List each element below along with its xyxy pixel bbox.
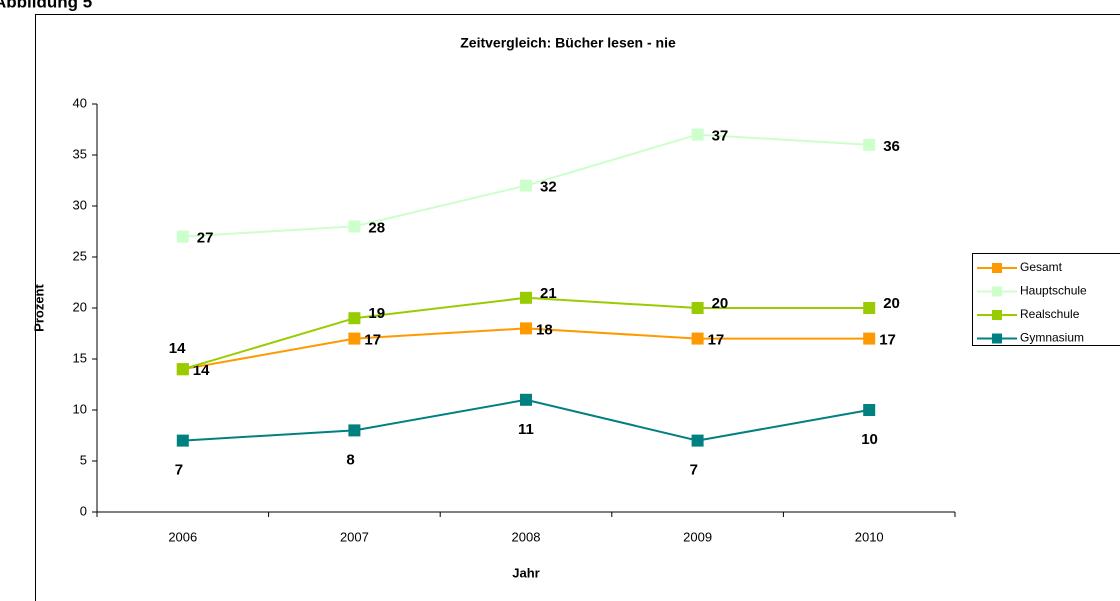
y-tick-label: 10 — [73, 401, 87, 416]
data-label: 27 — [197, 230, 214, 247]
data-point — [520, 291, 532, 304]
data-point — [520, 322, 532, 335]
data-label: 17 — [708, 332, 725, 349]
y-axis-label: Prozent — [31, 283, 46, 331]
data-label: 20 — [883, 295, 900, 312]
y-tick-label: 35 — [73, 146, 87, 161]
data-point — [863, 302, 876, 314]
x-tick-label: 2006 — [168, 529, 197, 544]
x-tick-label: 2010 — [855, 529, 884, 544]
data-point — [520, 393, 532, 406]
legend-label: Gymnasium — [1020, 331, 1084, 345]
data-label: 28 — [368, 219, 385, 236]
data-point — [863, 332, 876, 345]
data-label: 7 — [690, 462, 698, 479]
data-point — [691, 128, 704, 141]
legend-label: Realschule — [1020, 307, 1080, 321]
data-label: 32 — [540, 179, 557, 196]
legend-marker — [992, 286, 1002, 297]
data-label: 18 — [536, 321, 553, 338]
x-tick-label: 2007 — [340, 529, 369, 544]
data-label: 17 — [879, 332, 896, 349]
legend-marker — [992, 263, 1002, 273]
data-label: 17 — [364, 332, 381, 349]
y-tick-label: 40 — [73, 95, 87, 110]
data-label: 20 — [712, 295, 729, 312]
data-label: 36 — [883, 138, 900, 155]
data-point — [348, 424, 361, 437]
x-tick-label: 2008 — [512, 529, 541, 544]
legend-marker — [992, 333, 1002, 344]
data-point — [520, 179, 532, 192]
x-axis-label: Jahr — [512, 565, 539, 580]
data-point — [863, 404, 876, 416]
legend-label: Hauptschule — [1020, 284, 1087, 298]
data-point — [691, 434, 704, 447]
data-label: 10 — [861, 431, 878, 448]
y-tick-label: 5 — [80, 452, 87, 467]
data-label: 14 — [169, 340, 186, 357]
y-tick-label: 20 — [73, 299, 87, 314]
data-point — [348, 332, 361, 345]
caption: Abbildung 5 — [0, 0, 92, 11]
data-point — [176, 230, 189, 243]
data-label: 7 — [175, 462, 183, 479]
chart-title: Zeitvergleich: Bücher lesen - nie — [460, 35, 676, 51]
chart-frame — [35, 14, 1120, 601]
y-tick-label: 25 — [73, 248, 87, 263]
data-point — [863, 138, 876, 151]
x-tick-label: 2009 — [683, 529, 712, 544]
y-tick-label: 30 — [73, 197, 87, 212]
data-label: 11 — [518, 421, 534, 438]
legend-label: Gesamt — [1020, 260, 1063, 274]
data-point — [176, 434, 189, 447]
data-label: 21 — [540, 285, 557, 302]
data-label: 14 — [193, 362, 210, 379]
data-point — [176, 363, 189, 376]
data-point — [348, 220, 361, 233]
data-point — [691, 332, 704, 345]
data-label: 19 — [368, 305, 385, 322]
y-tick-label: 0 — [80, 503, 87, 518]
data-label: 8 — [346, 451, 354, 468]
data-point — [348, 312, 361, 325]
legend-marker — [992, 310, 1002, 320]
data-label: 37 — [712, 128, 729, 145]
data-point — [691, 302, 704, 314]
y-tick-label: 15 — [73, 350, 87, 365]
